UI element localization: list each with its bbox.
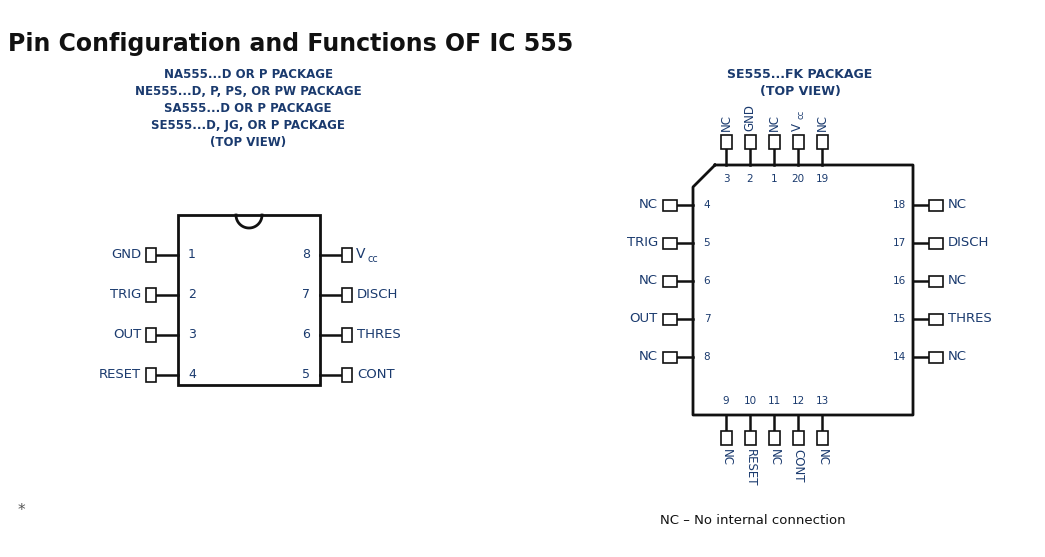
Text: NC: NC xyxy=(720,114,733,131)
Text: NC: NC xyxy=(948,198,967,212)
Bar xyxy=(793,431,804,445)
Text: 1: 1 xyxy=(771,174,777,184)
Text: 1: 1 xyxy=(188,248,196,261)
Text: 4: 4 xyxy=(703,200,711,210)
Text: 15: 15 xyxy=(892,314,906,324)
Bar xyxy=(342,248,352,262)
Bar xyxy=(146,248,156,262)
Text: 7: 7 xyxy=(703,314,711,324)
Text: DISCH: DISCH xyxy=(948,237,990,250)
Text: cc: cc xyxy=(367,254,377,264)
Text: 20: 20 xyxy=(791,174,805,184)
Bar xyxy=(769,135,780,149)
Bar xyxy=(929,276,943,287)
Text: V: V xyxy=(790,123,804,131)
Text: OUT: OUT xyxy=(630,312,658,325)
Bar xyxy=(178,215,320,385)
Bar xyxy=(929,314,943,325)
Text: 9: 9 xyxy=(723,396,729,406)
Bar xyxy=(146,328,156,342)
Bar xyxy=(663,200,677,211)
Text: 5: 5 xyxy=(302,369,310,382)
Text: NC: NC xyxy=(948,275,967,287)
Text: NC: NC xyxy=(767,114,781,131)
Text: THRES: THRES xyxy=(948,312,992,325)
Text: DISCH: DISCH xyxy=(357,289,398,301)
Bar xyxy=(745,135,756,149)
Text: NC: NC xyxy=(638,275,658,287)
Text: OUT: OUT xyxy=(113,329,141,341)
Text: RESET: RESET xyxy=(743,449,757,486)
Bar xyxy=(146,288,156,302)
Bar xyxy=(721,431,732,445)
Text: TRIG: TRIG xyxy=(110,289,141,301)
Text: 8: 8 xyxy=(703,352,711,362)
Text: 3: 3 xyxy=(723,174,729,184)
Text: NE555...D, P, PS, OR PW PACKAGE: NE555...D, P, PS, OR PW PACKAGE xyxy=(135,85,362,98)
Bar xyxy=(342,368,352,382)
Text: 6: 6 xyxy=(703,276,711,286)
Bar xyxy=(342,288,352,302)
Text: (TOP VIEW): (TOP VIEW) xyxy=(210,136,286,149)
Bar xyxy=(745,431,756,445)
Bar xyxy=(663,238,677,249)
Bar xyxy=(663,276,677,287)
Text: NC: NC xyxy=(638,350,658,364)
Bar xyxy=(146,368,156,382)
Bar xyxy=(793,135,804,149)
Text: 8: 8 xyxy=(302,248,310,261)
Text: 19: 19 xyxy=(815,174,829,184)
Text: (TOP VIEW): (TOP VIEW) xyxy=(760,85,840,98)
Text: V: V xyxy=(356,247,366,261)
Text: RESET: RESET xyxy=(99,369,141,382)
Text: 10: 10 xyxy=(743,396,757,406)
Text: CONT: CONT xyxy=(357,369,395,382)
Bar xyxy=(929,238,943,249)
Text: 2: 2 xyxy=(188,289,196,301)
Text: 13: 13 xyxy=(815,396,829,406)
Text: NC: NC xyxy=(815,114,829,131)
Bar xyxy=(929,200,943,211)
Text: 18: 18 xyxy=(892,200,906,210)
Text: NC: NC xyxy=(767,449,781,466)
Text: 2: 2 xyxy=(747,174,753,184)
Text: NC: NC xyxy=(720,449,733,466)
Text: SE555...D, JG, OR P PACKAGE: SE555...D, JG, OR P PACKAGE xyxy=(152,119,345,132)
Text: GND: GND xyxy=(743,104,757,131)
Text: *: * xyxy=(18,502,26,517)
Text: 6: 6 xyxy=(302,329,310,341)
Text: 4: 4 xyxy=(188,369,196,382)
Text: 12: 12 xyxy=(791,396,805,406)
Text: NC – No internal connection: NC – No internal connection xyxy=(660,514,845,526)
Bar xyxy=(721,135,732,149)
Bar xyxy=(663,352,677,363)
Text: NC: NC xyxy=(638,198,658,212)
Text: NC: NC xyxy=(815,449,829,466)
Text: cc: cc xyxy=(797,110,806,119)
Text: CONT: CONT xyxy=(791,449,805,482)
Text: 5: 5 xyxy=(703,238,711,248)
Text: 17: 17 xyxy=(892,238,906,248)
Text: 7: 7 xyxy=(302,289,310,301)
Text: SE555...FK PACKAGE: SE555...FK PACKAGE xyxy=(727,68,873,81)
Text: 11: 11 xyxy=(767,396,781,406)
Text: SA555...D OR P PACKAGE: SA555...D OR P PACKAGE xyxy=(164,102,331,115)
Text: 16: 16 xyxy=(892,276,906,286)
Text: NA555...D OR P PACKAGE: NA555...D OR P PACKAGE xyxy=(163,68,332,81)
Text: NC: NC xyxy=(948,350,967,364)
Bar xyxy=(769,431,780,445)
Text: Pin Configuration and Functions OF IC 555: Pin Configuration and Functions OF IC 55… xyxy=(8,32,574,56)
Bar xyxy=(817,431,828,445)
Bar xyxy=(663,314,677,325)
Text: THRES: THRES xyxy=(357,329,400,341)
Bar xyxy=(929,352,943,363)
Bar xyxy=(342,328,352,342)
Bar xyxy=(817,135,828,149)
Text: 3: 3 xyxy=(188,329,196,341)
Text: TRIG: TRIG xyxy=(627,237,658,250)
Polygon shape xyxy=(693,165,913,415)
Text: 14: 14 xyxy=(892,352,906,362)
Text: GND: GND xyxy=(111,248,141,261)
